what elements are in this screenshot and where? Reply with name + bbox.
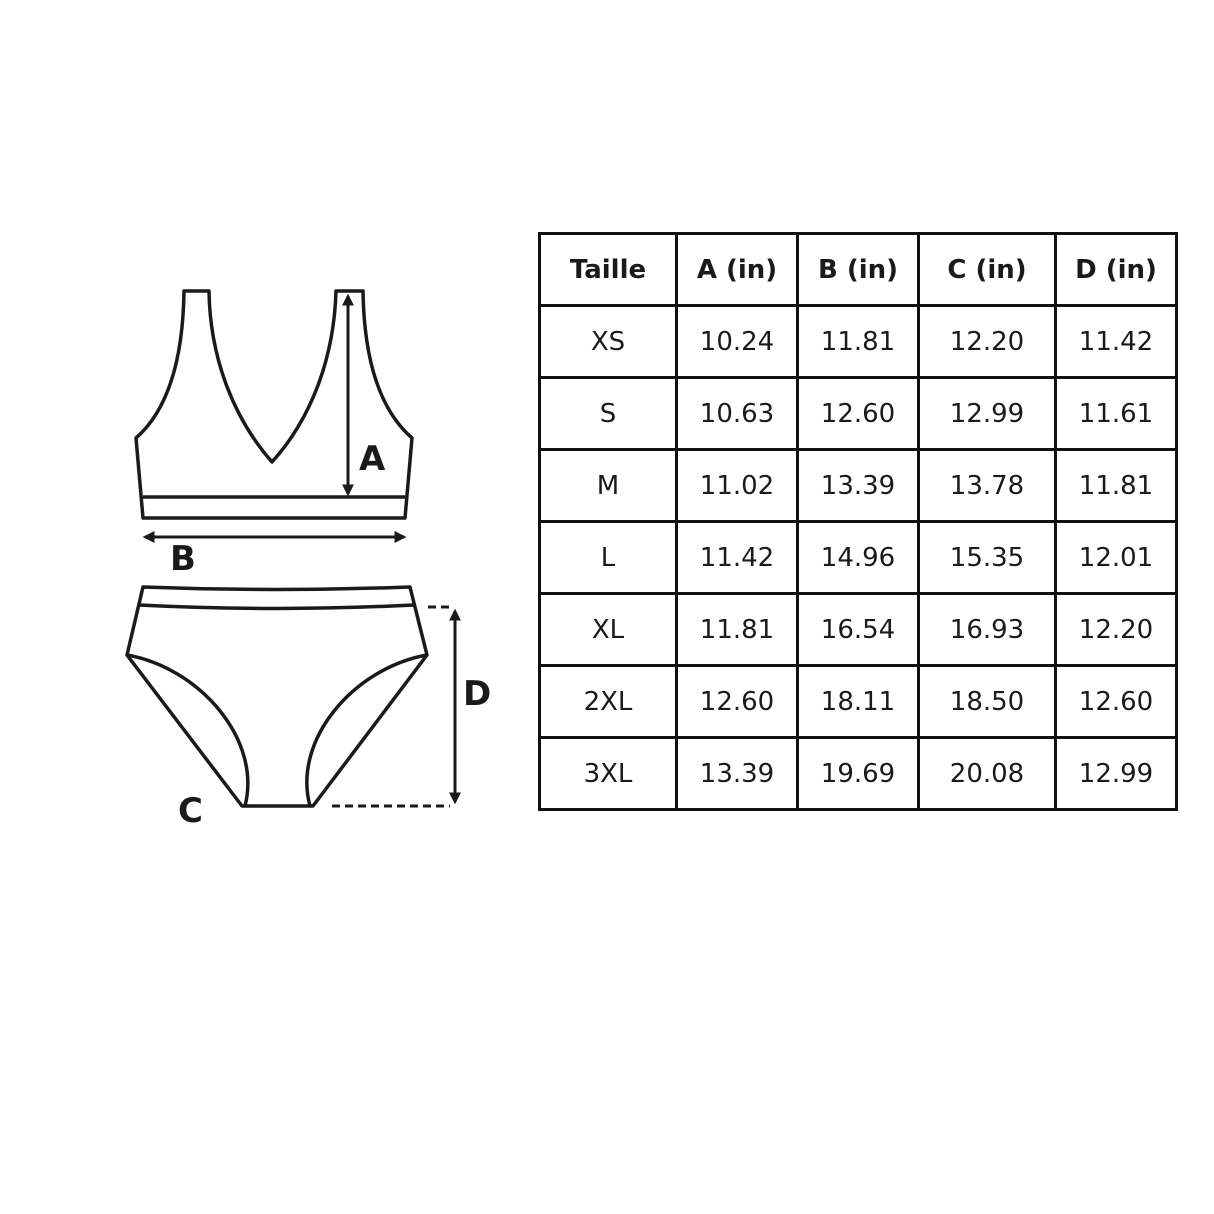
cell-d: 12.60 — [1054, 664, 1178, 739]
cell-c: 20.08 — [917, 736, 1057, 811]
cell-c: 18.50 — [917, 664, 1057, 739]
cell-c: 12.99 — [917, 376, 1057, 451]
cell-d: 11.42 — [1054, 304, 1178, 379]
table-row: S 10.63 12.60 12.99 11.61 — [538, 376, 1178, 451]
header-a: A (in) — [675, 232, 799, 307]
header-b: B (in) — [796, 232, 920, 307]
cell-d: 12.20 — [1054, 592, 1178, 667]
table-row: XS 10.24 11.81 12.20 11.42 — [538, 304, 1178, 379]
briefs-left-leg-curve — [126, 653, 250, 807]
table-row: L 11.42 14.96 15.35 12.01 — [538, 520, 1178, 595]
cell-c: 12.20 — [917, 304, 1057, 379]
cell-a: 10.24 — [675, 304, 799, 379]
cell-d: 12.01 — [1054, 520, 1178, 595]
briefs-outline — [125, 585, 429, 808]
cell-size: 3XL — [538, 736, 678, 811]
label-d: D — [463, 674, 491, 714]
size-table: Taille A (in) B (in) C (in) D (in) XS 10.… — [538, 232, 1178, 811]
cell-size: 2XL — [538, 664, 678, 739]
cell-a: 12.60 — [675, 664, 799, 739]
cell-d: 11.81 — [1054, 448, 1178, 523]
table-row: 2XL 12.60 18.11 18.50 12.60 — [538, 664, 1178, 739]
cell-b: 13.39 — [796, 448, 920, 523]
cell-size: L — [538, 520, 678, 595]
cell-b: 11.81 — [796, 304, 920, 379]
cell-b: 18.11 — [796, 664, 920, 739]
cell-c: 13.78 — [917, 448, 1057, 523]
label-c: C — [178, 791, 203, 831]
cell-d: 12.99 — [1054, 736, 1178, 811]
table-row: XL 11.81 16.54 16.93 12.20 — [538, 592, 1178, 667]
cell-size: XS — [538, 304, 678, 379]
table-header-row: Taille A (in) B (in) C (in) D (in) — [538, 232, 1178, 307]
label-b: B — [170, 539, 196, 579]
cell-c: 15.35 — [917, 520, 1057, 595]
cell-size: M — [538, 448, 678, 523]
cell-a: 11.81 — [675, 592, 799, 667]
cell-d: 11.61 — [1054, 376, 1178, 451]
table-row: 3XL 13.39 19.69 20.08 12.99 — [538, 736, 1178, 811]
cell-a: 13.39 — [675, 736, 799, 811]
cell-a: 11.42 — [675, 520, 799, 595]
bra-top-outline — [134, 289, 414, 520]
label-a: A — [359, 439, 386, 479]
cell-b: 12.60 — [796, 376, 920, 451]
header-size: Taille — [538, 232, 678, 307]
cell-a: 10.63 — [675, 376, 799, 451]
briefs-right-leg-curve — [305, 653, 428, 807]
cell-size: XL — [538, 592, 678, 667]
header-c: C (in) — [917, 232, 1057, 307]
briefs-waistband-line — [138, 603, 415, 611]
header-d: D (in) — [1054, 232, 1178, 307]
cell-size: S — [538, 376, 678, 451]
cell-a: 11.02 — [675, 448, 799, 523]
cell-b: 16.54 — [796, 592, 920, 667]
cell-b: 19.69 — [796, 736, 920, 811]
garment-diagram: A B C D — [125, 289, 491, 831]
cell-c: 16.93 — [917, 592, 1057, 667]
cell-b: 14.96 — [796, 520, 920, 595]
table-row: M 11.02 13.39 13.78 11.81 — [538, 448, 1178, 523]
